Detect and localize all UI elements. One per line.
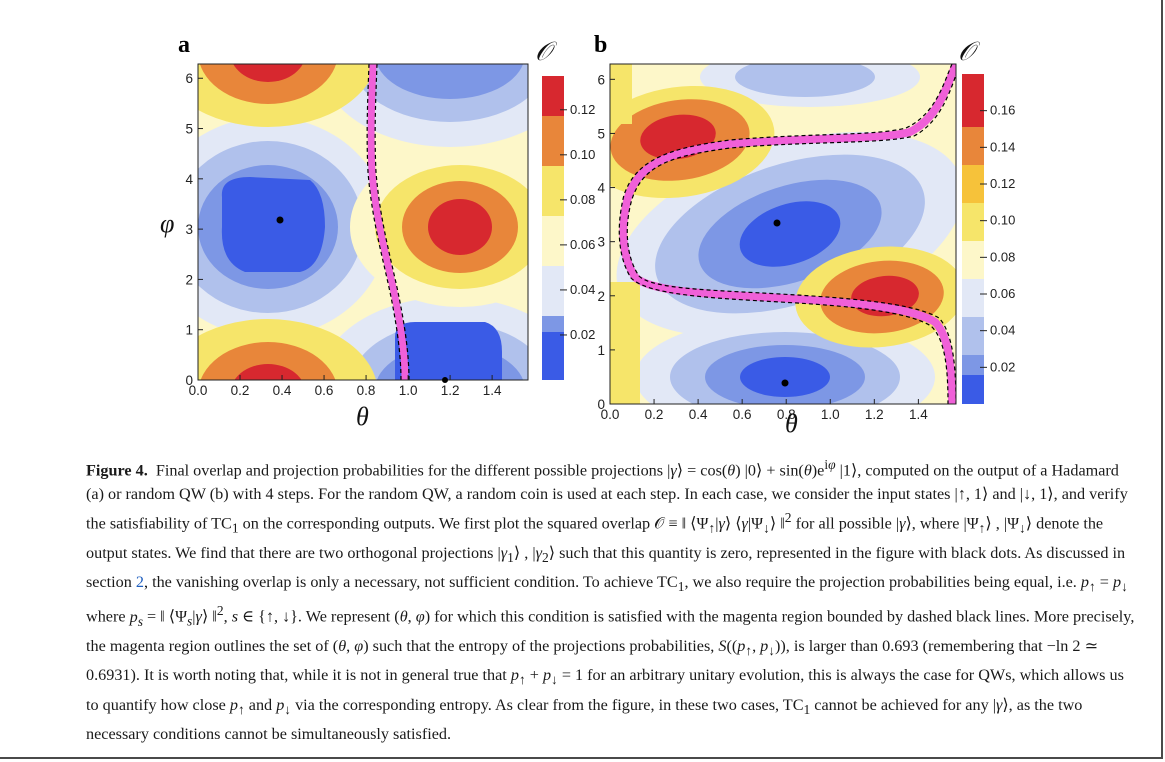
y-tick-label: 4	[597, 181, 605, 196]
x-tick-label: 1.4	[483, 383, 502, 398]
x-tick-label: 1.4	[909, 407, 928, 422]
axis-b-ticks: 0.0 0.2 0.4 0.6 0.8 1.0 1.2 1.4 0 1 2 3 4 5 6	[597, 72, 928, 422]
x-tick-label: 0.0	[601, 407, 620, 422]
x-tick-label: 0.8	[357, 383, 376, 398]
colorbar-tick-label: 0.12	[570, 102, 595, 117]
colorbar-tick-label: 0.02	[990, 359, 1015, 374]
black-dot	[442, 377, 448, 383]
y-tick-label: 2	[597, 289, 605, 304]
colorbar-tick-label: 0.06	[570, 237, 595, 252]
axis-a-ticks: 0.0 0.2 0.4 0.6 0.8 1.0 1.2 1.4 0 1 2 3 4 5 6	[185, 71, 502, 398]
y-tick-label: 1	[185, 323, 193, 338]
heatmap-b-contours	[610, 64, 956, 404]
x-tick-label: 0.8	[777, 407, 796, 422]
y-tick-label: 6	[185, 71, 193, 86]
x-tick-label: 1.0	[821, 407, 840, 422]
colorbar-a-ticks: 0.12 0.10 0.08 0.06 0.04 0.02	[560, 102, 595, 342]
panel-label-b: b	[594, 32, 607, 58]
y-tick-label: 2	[185, 272, 193, 287]
black-dot	[276, 216, 284, 224]
colorbar-tick-label: 0.06	[990, 286, 1015, 301]
x-tick-label: 0.2	[231, 383, 250, 398]
y-tick-label: 5	[597, 126, 605, 141]
colorbar-tick-label: 0.04	[990, 323, 1015, 338]
figure-caption: Figure 4. Final overlap and projection p…	[86, 457, 1135, 743]
y-axis-label-a: φ	[160, 209, 174, 238]
x-tick-label: 0.6	[315, 383, 334, 398]
colorbar-tick-label: 0.08	[990, 249, 1015, 264]
heatmap-a-contours	[198, 64, 528, 380]
x-tick-label: 1.2	[441, 383, 460, 398]
x-tick-label: 0.4	[689, 407, 708, 422]
y-tick-label: 3	[185, 222, 193, 237]
x-axis-label-b: θ	[785, 409, 798, 438]
y-tick-label: 3	[597, 235, 605, 250]
colorbar-a	[542, 76, 564, 380]
x-axis-label-a: θ	[356, 402, 369, 431]
colorbar-label-a: 𝒪	[535, 37, 558, 66]
heatmap-a-svg: a	[160, 32, 595, 431]
y-tick-label: 4	[185, 172, 193, 187]
black-dot	[773, 219, 781, 227]
x-tick-label: 0.2	[645, 407, 664, 422]
x-tick-label: 0.4	[273, 383, 292, 398]
colorbar-tick-label: 0.16	[990, 103, 1015, 118]
colorbar-tick-label: 0.12	[990, 176, 1015, 191]
colorbar-tick-label: 0.10	[570, 147, 595, 162]
y-tick-label: 0	[185, 373, 193, 388]
colorbar-tick-label: 0.10	[990, 213, 1015, 228]
y-tick-label: 1	[597, 343, 605, 358]
y-tick-label: 0	[597, 397, 605, 412]
colorbar-tick-label: 0.08	[570, 192, 595, 207]
colorbar-tick-label: 0.14	[990, 139, 1015, 154]
x-tick-label: 1.0	[399, 383, 418, 398]
panel-b: b	[580, 22, 1015, 442]
panel-a: a	[150, 22, 595, 442]
colorbar-label-b: 𝒪	[958, 37, 981, 66]
x-tick-label: 0.0	[189, 383, 208, 398]
y-tick-label: 5	[185, 122, 193, 137]
y-tick-label: 6	[597, 72, 605, 87]
colorbar-b	[962, 74, 984, 404]
colorbar-tick-label: 0.02	[570, 327, 595, 342]
black-dot	[781, 379, 789, 387]
x-tick-label: 1.2	[865, 407, 884, 422]
colorbar-tick-label: 0.04	[570, 282, 595, 297]
heatmap-b-svg: b	[594, 32, 1015, 438]
colorbar-b-ticks: 0.16 0.14 0.12 0.10 0.08 0.06 0.04 0.02	[980, 103, 1015, 374]
panel-label-a: a	[178, 32, 190, 58]
x-tick-label: 0.6	[733, 407, 752, 422]
